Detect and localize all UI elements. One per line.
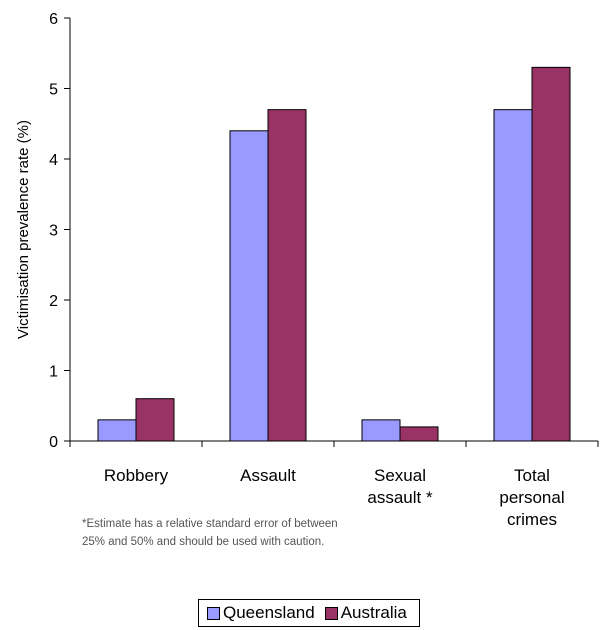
footnote-line-2: 25% and 50% and should be used with caut… (82, 536, 325, 548)
y-tick-label-1: 1 (49, 364, 58, 381)
bar-australia-3 (531, 66, 571, 442)
bar-chart: 0 1 2 3 4 5 6 Robbery Assault Sexual assault * Tota… (15, 11, 599, 529)
y-tick-label-6: 6 (49, 11, 58, 28)
legend-swatch-queensland (207, 606, 220, 620)
legend-label-australia: Australia (340, 603, 407, 622)
legend: Queensland Australia (198, 599, 420, 627)
bar-queensland-1 (229, 130, 269, 442)
y-tick-label-2: 2 (49, 293, 58, 310)
bar-queensland-3 (493, 109, 533, 442)
y-axis-title: Victimisation prevalence rate (%) (15, 120, 32, 339)
bar-australia-1 (267, 109, 307, 442)
bar-queensland-2 (361, 419, 401, 442)
legend-label-queensland: Queensland (223, 603, 315, 622)
y-tick-label-3: 3 (49, 223, 58, 240)
bar-australia-0 (135, 398, 175, 442)
y-tick-label-4: 4 (49, 152, 58, 169)
x-category-label-1: Assault (240, 466, 296, 485)
y-tick-label-5: 5 (49, 82, 58, 99)
y-tick-label-0: 0 (49, 434, 58, 451)
footnote: *Estimate has a relative standard error … (82, 515, 462, 551)
legend-item-australia: Australia (324, 603, 407, 623)
footnote-line-1: *Estimate has a relative standard error … (82, 518, 338, 530)
x-category-label-3: Total personal crimes (499, 466, 564, 529)
bar-queensland-0 (97, 419, 137, 442)
x-category-label-0: Robbery (104, 466, 169, 485)
bar-australia-2 (399, 426, 439, 442)
legend-item-queensland: Queensland (207, 603, 315, 623)
legend-swatch-australia (324, 606, 338, 620)
x-category-label-2: Sexual assault * (367, 466, 433, 507)
